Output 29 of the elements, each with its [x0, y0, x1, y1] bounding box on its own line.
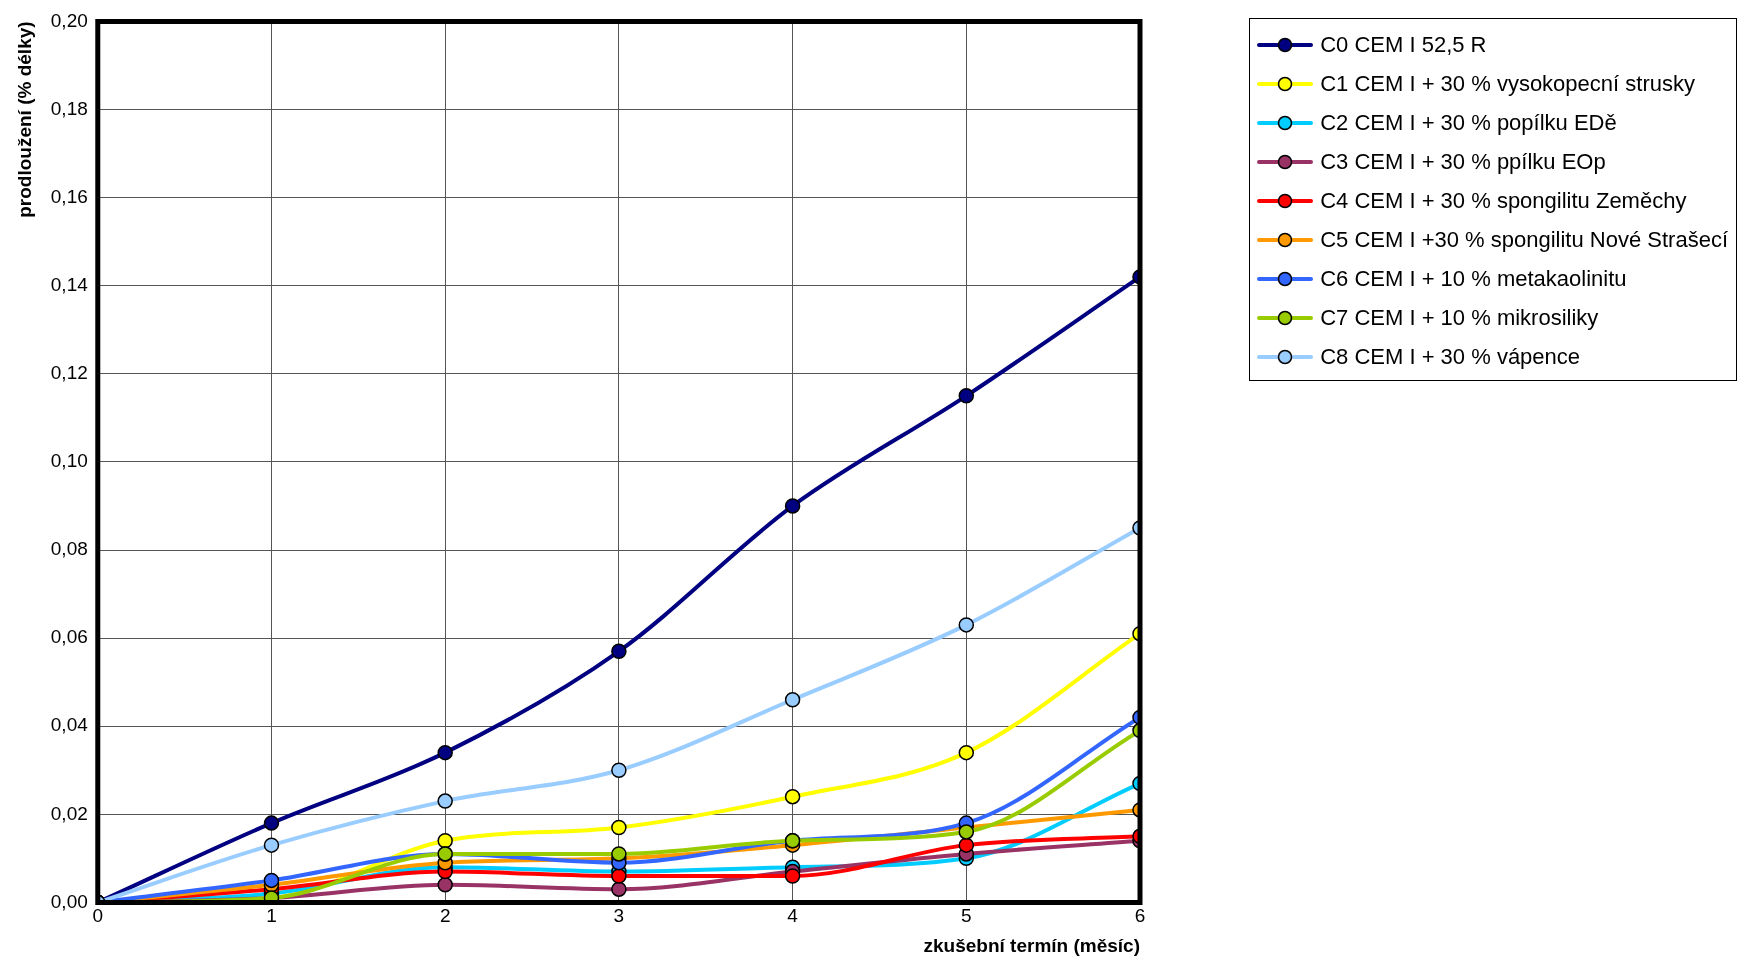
- legend-label: C6 CEM I + 10 % metakaolinitu: [1320, 265, 1627, 292]
- y-tick-label: 0,20: [50, 9, 88, 31]
- x-axis-title: zkušební termín (měsíc): [923, 934, 1140, 956]
- y-tick-label: 0,06: [50, 626, 88, 648]
- y-tick-label: 0,02: [50, 802, 88, 824]
- x-tick-label: 6: [1134, 905, 1146, 927]
- legend-label: C4 CEM I + 30 % spongilitu Zeměchy: [1320, 187, 1687, 214]
- x-tick-label: 5: [961, 905, 972, 927]
- y-tick-label: 0,18: [50, 97, 88, 119]
- legend-label: C8 CEM I + 30 % vápence: [1320, 343, 1581, 370]
- x-tick-label: 4: [787, 905, 799, 927]
- y-tick-label: 0,10: [50, 450, 88, 472]
- y-tick-label: 0,00: [50, 890, 88, 912]
- x-tick-label: 1: [266, 905, 277, 927]
- y-axis-title: prodloužení (% délky): [13, 21, 35, 218]
- legend-label: C5 CEM I +30 % spongilitu Nové Strašecí: [1320, 226, 1728, 253]
- x-tick-label: 3: [613, 905, 625, 927]
- y-tick-label: 0,04: [50, 714, 89, 736]
- legend-label: C0 CEM I 52,5 R: [1320, 31, 1487, 58]
- x-tick-label: 0: [92, 905, 104, 927]
- y-tick-label: 0,12: [50, 362, 88, 384]
- x-tick-label: 2: [439, 905, 451, 927]
- y-tick-label: 0,16: [50, 185, 88, 207]
- y-tick-label: 0,08: [50, 538, 88, 560]
- legend-label: C7 CEM I + 10 % mikrosiliky: [1320, 304, 1599, 331]
- y-tick-label: 0,14: [50, 273, 89, 295]
- legend-label: C2 CEM I + 30 % popílku EDě: [1320, 109, 1617, 136]
- legend-label: C3 CEM I + 30 % ppílku EOp: [1320, 148, 1606, 175]
- legend-label: C1 CEM I + 30 % vysokopecní strusky: [1320, 70, 1695, 97]
